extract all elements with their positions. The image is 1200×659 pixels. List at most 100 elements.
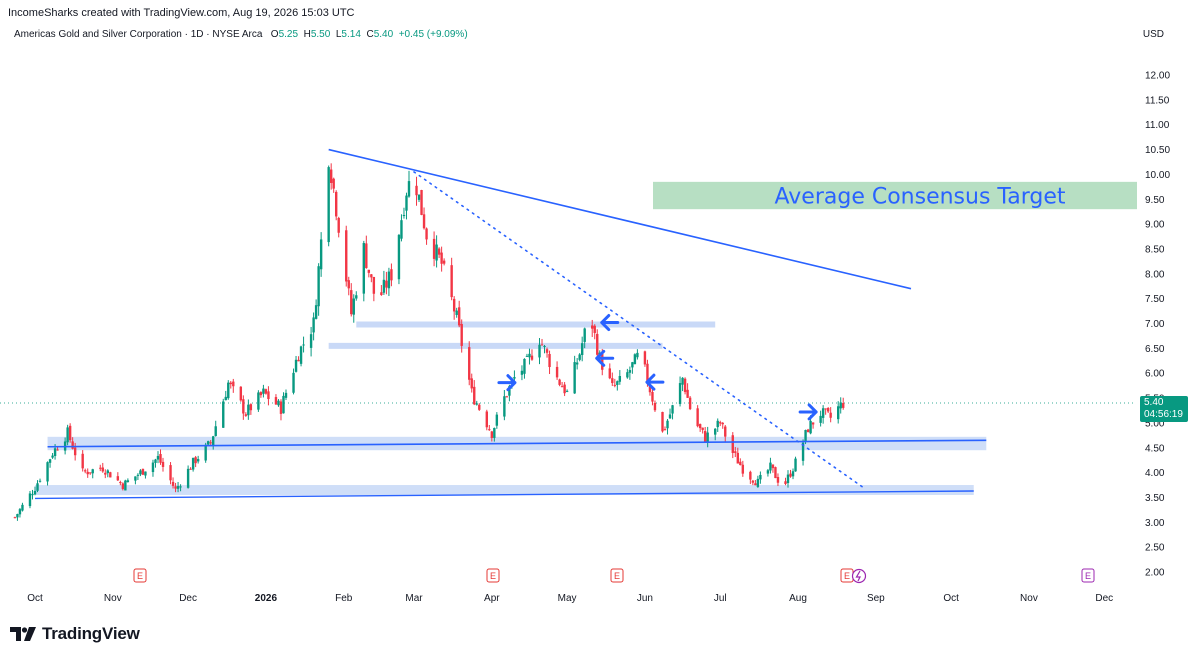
candle-body [495, 414, 499, 426]
candle-body [66, 427, 69, 443]
candle-body [139, 470, 142, 475]
y-axis-tick-label: 2.00 [1145, 568, 1165, 579]
candle-body [242, 399, 245, 414]
candle-body [490, 431, 494, 438]
candle-body [739, 461, 742, 466]
candle-body [33, 490, 37, 495]
candle-body [824, 408, 827, 410]
candle-body [631, 362, 634, 368]
candle-body [86, 471, 89, 475]
candle-body [104, 472, 107, 475]
brand-logo[interactable]: TradingView [10, 624, 140, 644]
candle-body [317, 266, 320, 307]
candle-body [452, 298, 456, 312]
candle-body [222, 401, 225, 428]
candle-body [731, 435, 734, 453]
candle-body [36, 483, 39, 491]
earnings-marker-icon: E [486, 568, 500, 583]
split-marker-icon [851, 568, 867, 584]
candle-body [244, 414, 248, 416]
candle-body [249, 404, 253, 411]
candle-body [520, 370, 524, 375]
candle-body [560, 386, 564, 388]
candle-body [134, 476, 137, 481]
candle-body [565, 390, 569, 392]
candle-body [229, 382, 232, 385]
candle-body [274, 397, 278, 405]
candle-body [543, 346, 546, 348]
candle-body [688, 397, 692, 410]
candle-body [563, 384, 566, 394]
candle-body [46, 462, 49, 482]
candle-body [811, 422, 815, 425]
support-lower-zone [35, 485, 974, 495]
candle-body [505, 396, 509, 398]
earnings-marker-letter: E [137, 571, 143, 581]
candle-body [503, 396, 506, 417]
candle-body [370, 274, 373, 278]
candle-body [81, 453, 84, 469]
support-lower-line [34, 490, 974, 500]
symbol-legend: Americas Gold and Silver Corporation · 1… [14, 29, 468, 40]
candle-body [714, 428, 717, 435]
candle-body [741, 464, 745, 474]
earnings-marker-letter: E [1085, 571, 1091, 581]
y-axis-tick-label: 9.50 [1145, 195, 1165, 206]
candle-body [247, 404, 250, 416]
candle-body [425, 228, 428, 240]
y-axis-tick-label: 9.00 [1145, 220, 1165, 231]
y-axis-tick-label: 7.00 [1145, 319, 1165, 330]
candle-body [196, 459, 200, 462]
candle-body [493, 427, 496, 438]
candle-body [826, 407, 830, 412]
candle-body [643, 351, 647, 365]
candle-body [686, 389, 689, 398]
candle-body [382, 279, 386, 293]
candle-body [159, 454, 162, 463]
ohlc-close-label: C [366, 29, 374, 40]
candle-body [821, 408, 825, 418]
candle-body [751, 480, 755, 483]
candle-body [538, 344, 541, 358]
candle-body [405, 195, 408, 211]
candle-body [618, 376, 622, 382]
candle-body [420, 190, 423, 215]
candle-body [154, 459, 157, 463]
y-axis-tick-label: 10.50 [1145, 145, 1170, 156]
candle-body [38, 480, 42, 482]
candle-body [186, 468, 190, 488]
ohlc-close-value: 5.40 [373, 29, 394, 40]
y-axis-tick-label: 4.00 [1145, 468, 1165, 479]
candle-body [71, 441, 74, 449]
x-axis-tick-label: May [558, 593, 577, 604]
candle-body [224, 396, 227, 401]
candle-body [189, 468, 192, 470]
candle-body [734, 451, 737, 453]
candle-body [402, 215, 406, 217]
candle-body [312, 317, 315, 333]
candle-body [468, 347, 471, 380]
ohlc-open-value: 5.25 [278, 29, 299, 40]
candle-body [48, 459, 52, 463]
candle-body [653, 402, 657, 411]
candle-body [194, 457, 197, 464]
candle-body [73, 447, 77, 456]
candle-body [683, 378, 687, 393]
candle-body [101, 467, 104, 472]
candle-body [555, 366, 559, 378]
symbol-title[interactable]: Americas Gold and Silver Corporation · 1… [14, 29, 263, 40]
candle-body [264, 389, 268, 394]
currency-label[interactable]: USD [1142, 29, 1164, 40]
candle-body [179, 486, 182, 488]
y-axis-tick-label: 2.50 [1145, 543, 1165, 554]
candle-body [31, 494, 34, 496]
candle-body [804, 430, 807, 442]
candle-body [91, 469, 94, 474]
candle-body [259, 392, 263, 396]
candle-body [837, 406, 840, 420]
candle-body [267, 391, 270, 400]
candle-body [214, 426, 217, 437]
ohlc-high-label: H [303, 29, 311, 40]
candle-body [407, 181, 411, 197]
